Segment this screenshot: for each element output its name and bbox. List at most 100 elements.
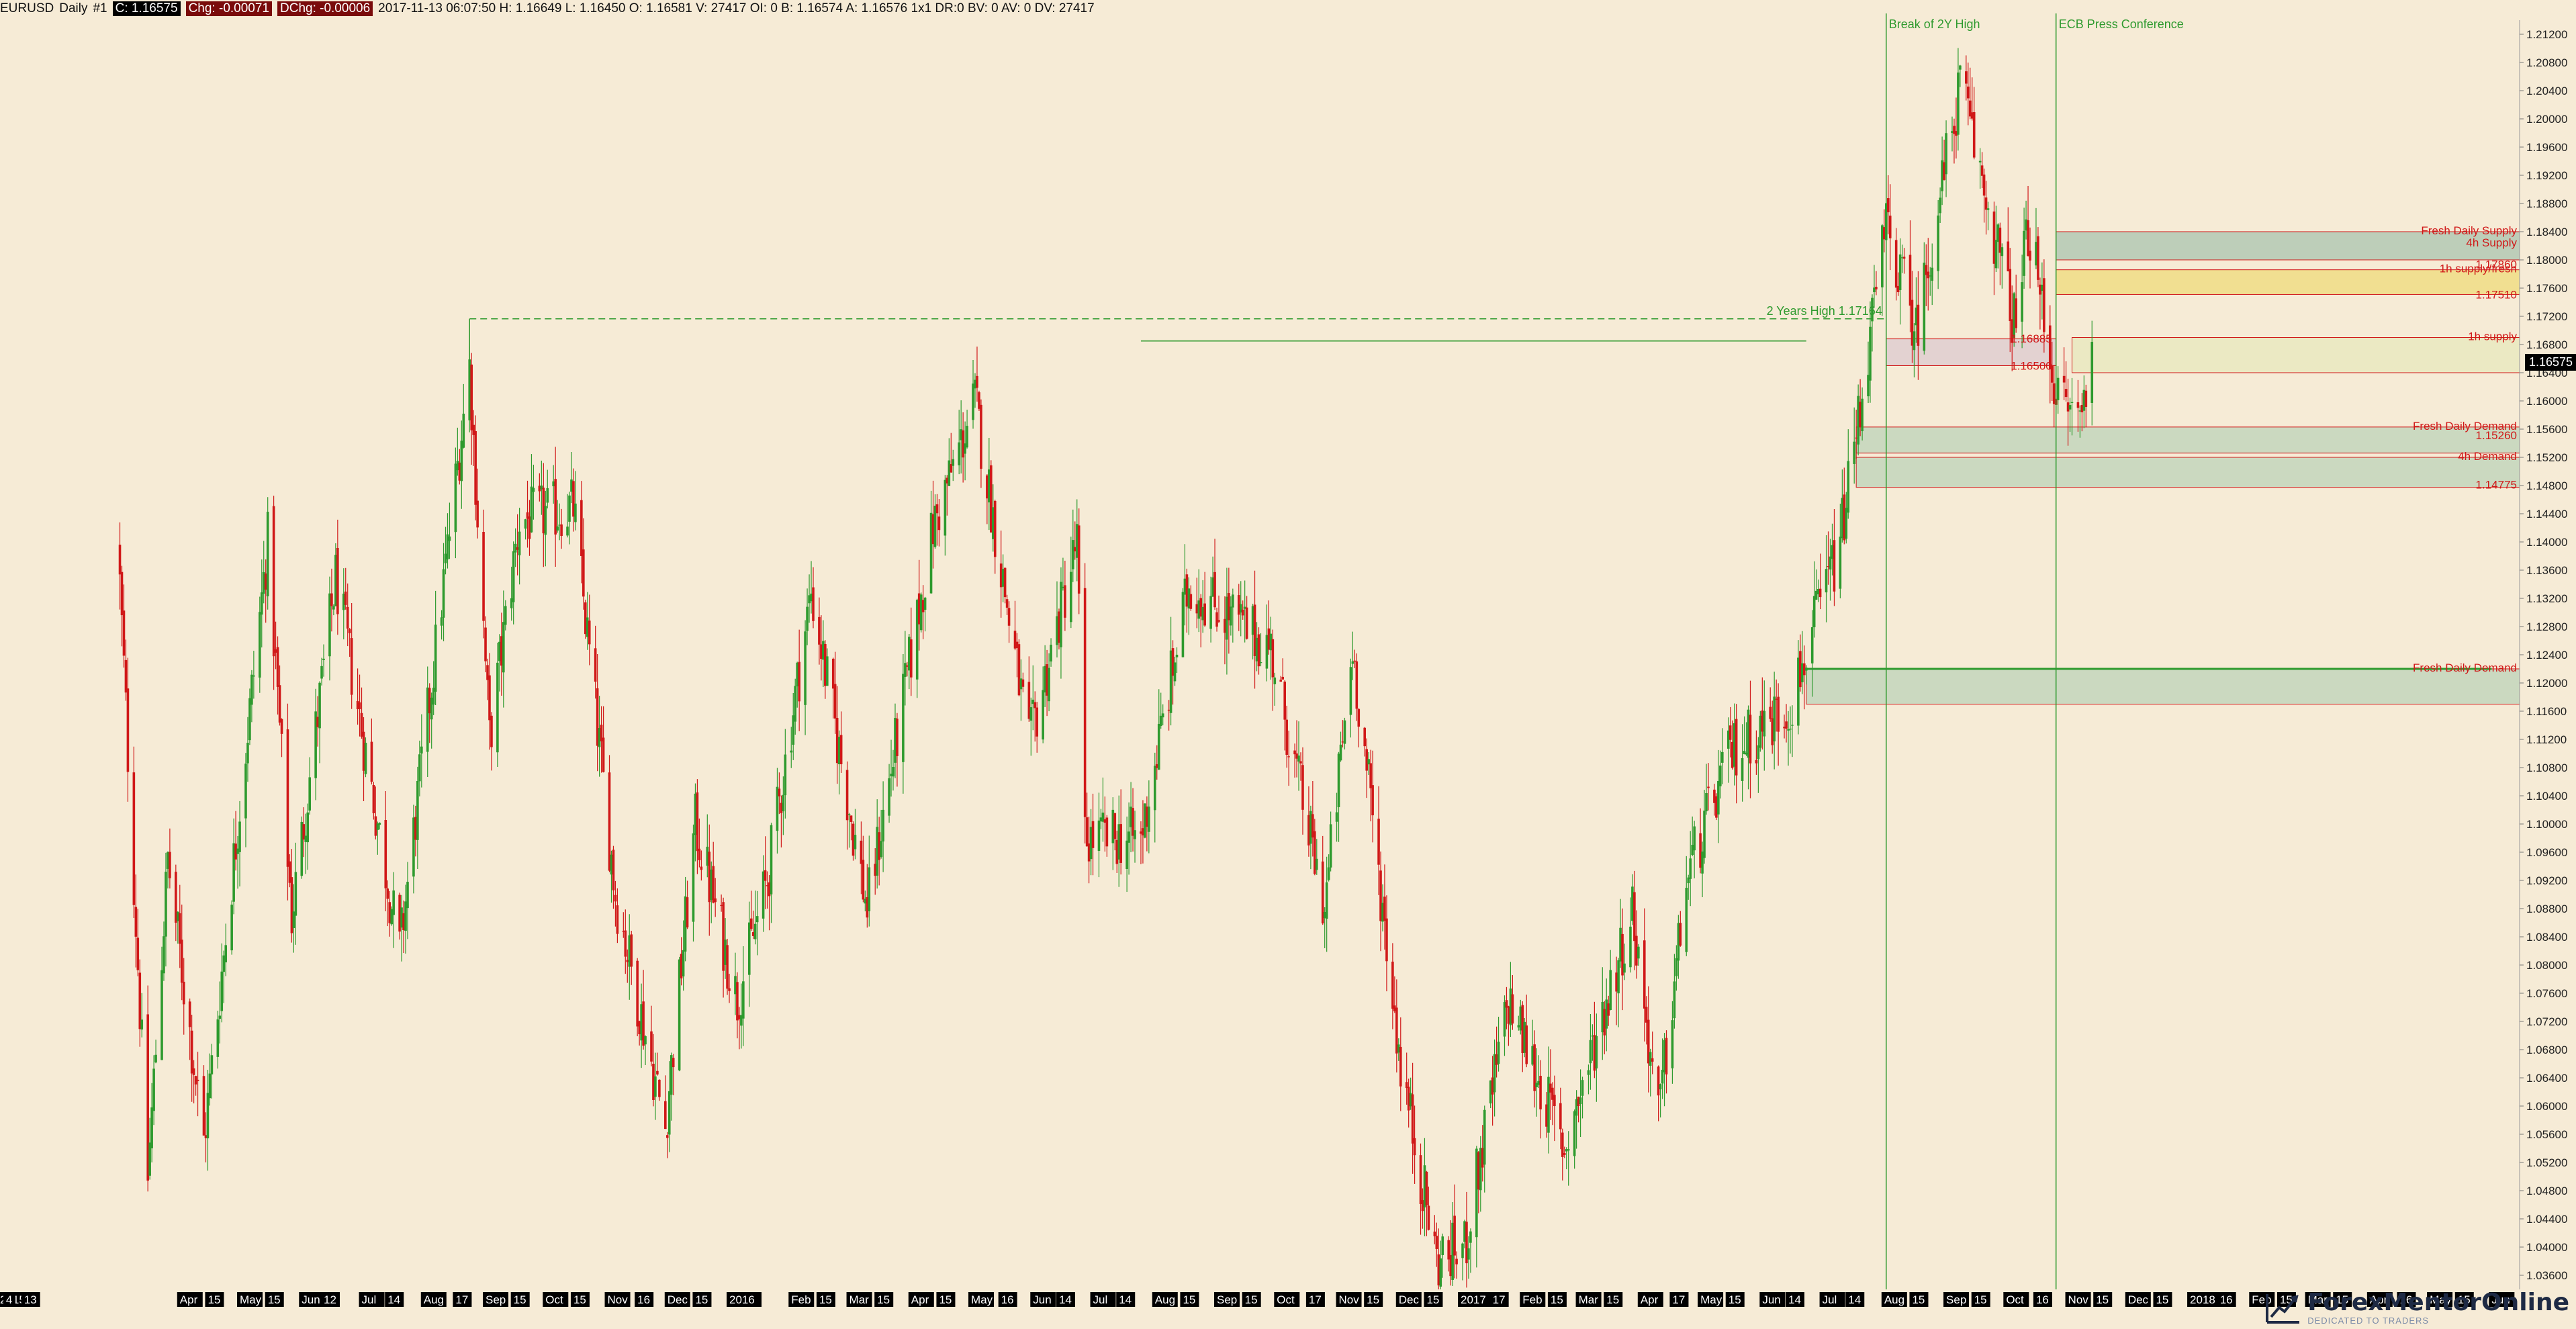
candle-bear [516, 547, 519, 550]
zone-label: Fresh Daily Supply [2421, 224, 2517, 237]
candle-bear [472, 424, 475, 435]
x-tick-box [1364, 1292, 1383, 1307]
y-tick-label: 1.08400 [2526, 931, 2567, 944]
x-tick-label: 2016 [729, 1293, 755, 1306]
candle-bull [1469, 1231, 1472, 1243]
candle-bull [1689, 858, 1692, 879]
candle-bear [1399, 1046, 1402, 1087]
candle-bear [1203, 603, 1206, 626]
candle-bull [244, 764, 247, 819]
candle-bull [2021, 282, 2023, 322]
candle-bull [806, 606, 809, 631]
candle-bull [1329, 824, 1332, 868]
candle-bear [931, 514, 935, 545]
candle-bull [1323, 911, 1326, 918]
candle-bull [1847, 461, 1850, 513]
y-tick-label: 1.16800 [2526, 338, 2567, 351]
candle-bear [780, 803, 783, 813]
candle-bull [574, 503, 577, 522]
y-axis[interactable]: 1.21200 1.20800 1.20400 1.20000 1.19600 1.192… [2519, 20, 2567, 1289]
candle-bear [1167, 709, 1170, 711]
candle-bear [766, 885, 769, 886]
candle-bull [1060, 582, 1062, 647]
y-tick-label: 1.18000 [2526, 254, 2567, 267]
y-tick-label: 1.14000 [2526, 536, 2567, 549]
candle-bull [252, 675, 255, 677]
candle-bull [654, 1076, 657, 1097]
candle-bear [1455, 1258, 1458, 1265]
candle-bear [1545, 1104, 1548, 1127]
zone-demand [1855, 457, 2520, 488]
candle-bear [1902, 257, 1906, 259]
candle-bear [672, 1058, 675, 1068]
candle-bear [866, 897, 869, 918]
x-tick-label: 15 [1606, 1293, 1619, 1306]
candle-bear [1511, 994, 1514, 1024]
x-tick-label: 15 [2156, 1293, 2168, 1306]
candle-bull [960, 429, 962, 441]
candle-bull [1327, 867, 1330, 880]
candle-bull [902, 674, 905, 762]
candle-bear [624, 930, 627, 957]
candle-bull [847, 814, 851, 815]
candle-bull [1743, 751, 1746, 755]
x-axis[interactable]: 2015413Apr15May15Jun12Jul14Aug17Sep15Oct… [0, 1289, 2576, 1310]
x-tick-box [2217, 1292, 2236, 1307]
candle-bear [1103, 819, 1107, 823]
candle-bear [878, 832, 880, 860]
candle-bear [1521, 1005, 1524, 1054]
candle-bull [1573, 1111, 1576, 1156]
candle-bull [933, 506, 937, 547]
candle-bull [782, 794, 785, 812]
candle-bear [2043, 278, 2045, 332]
candle-bear [372, 784, 375, 813]
candle-bear [978, 392, 980, 409]
candle-bull [406, 882, 409, 909]
candle-bull [944, 479, 947, 536]
x-tick-box [21, 1292, 40, 1307]
candle-bull [1209, 596, 1212, 629]
candle-bear [1992, 211, 1996, 264]
candle-bear [360, 713, 363, 737]
candle-bull [1144, 803, 1146, 838]
x-tick-box [1116, 1292, 1136, 1307]
candle-bull [1871, 297, 1874, 322]
candle-bear [726, 945, 729, 989]
y-tick-label: 1.20400 [2526, 85, 2567, 97]
x-tick-box [359, 1292, 385, 1307]
candle-bear [1539, 1075, 1542, 1109]
candle-bull [342, 594, 345, 610]
y-tick-label: 1.15600 [2526, 423, 2567, 436]
candle-bull [1773, 696, 1776, 741]
candle-bear [2084, 390, 2088, 407]
candle-bear [1119, 824, 1123, 863]
candle-bull [880, 841, 882, 857]
candle-bull [206, 1093, 210, 1139]
candle-bear [2037, 236, 2039, 280]
y-tick-label: 1.20000 [2526, 113, 2567, 126]
candle-bear [1645, 1007, 1648, 1023]
candle-bull [1759, 715, 1762, 748]
candle-bull [404, 901, 407, 931]
candle-bull [1183, 578, 1187, 595]
candle-bear [132, 772, 136, 905]
candle-bear [909, 639, 913, 678]
x-tick-box [1395, 1292, 1422, 1307]
candle-bull [1741, 758, 1744, 781]
candle-bear [1413, 1138, 1416, 1156]
candle-bull [915, 600, 919, 680]
candle-bull [468, 359, 471, 420]
candle-bear [2015, 298, 2017, 328]
candle-bear [1113, 813, 1117, 839]
candle-bear [274, 649, 277, 653]
candle-bear [946, 477, 949, 484]
candle-bull [540, 486, 543, 490]
candle-bear [1085, 817, 1089, 847]
x-tick-box [543, 1292, 569, 1307]
candle-bear [962, 430, 964, 458]
x-tick-label: 17 [455, 1293, 468, 1306]
candle-bull [1721, 751, 1724, 763]
candle-bull [304, 835, 308, 842]
candle-bear [1799, 651, 1802, 688]
